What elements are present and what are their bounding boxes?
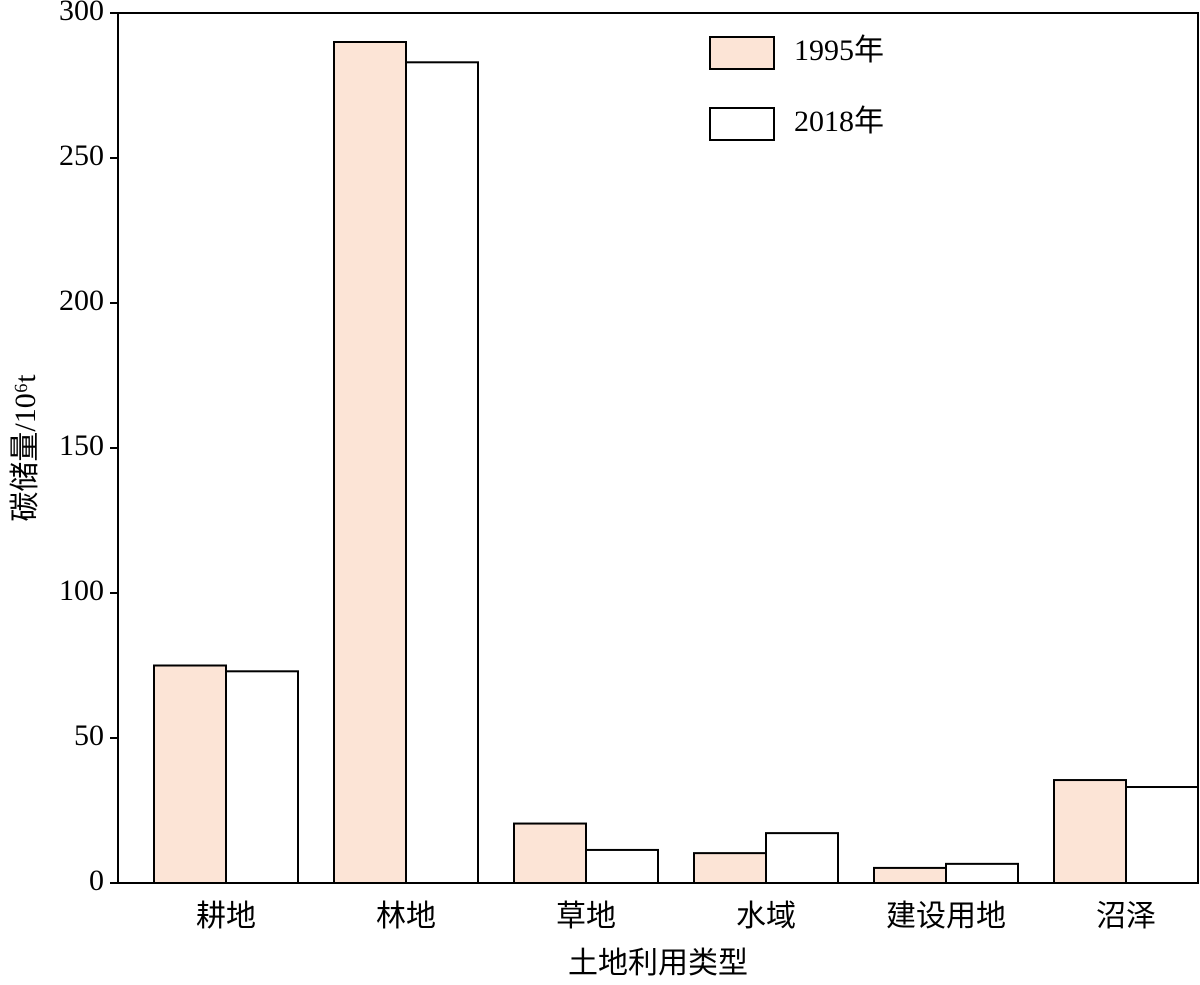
x-tick-label: 耕地 [196,900,256,933]
y-tick-label: 250 [59,139,104,172]
y-tick-label: 200 [59,284,104,317]
legend-swatch [709,107,775,141]
bar [945,862,1019,884]
bar [225,670,299,884]
y-tick-label: 300 [59,0,104,27]
x-axis-label: 土地利用类型 [568,947,748,980]
y-tick-label: 150 [59,429,104,462]
y-axis-label: 碳储量/10⁶t [9,374,42,522]
legend-swatch [709,36,775,70]
y-tick-label: 50 [74,719,104,752]
x-tick-label: 建设用地 [886,900,1006,933]
bar [333,41,407,884]
bar [153,664,227,884]
bar [765,832,839,884]
bar [693,852,767,885]
bar [873,866,947,884]
legend-label: 1995年 [794,34,884,67]
bar [405,61,479,885]
y-tick-label: 100 [59,574,104,607]
legend-label: 2018年 [794,105,884,138]
bar [1053,779,1127,884]
x-tick-label: 草地 [556,900,616,933]
bar [513,822,587,884]
plot-frame [117,12,1199,884]
x-tick-label: 林地 [376,900,436,933]
bar [585,848,659,885]
bar [1125,786,1199,885]
x-tick-label: 沼泽 [1096,900,1156,933]
y-tick-label: 0 [89,864,104,897]
x-tick-label: 水域 [736,900,796,933]
